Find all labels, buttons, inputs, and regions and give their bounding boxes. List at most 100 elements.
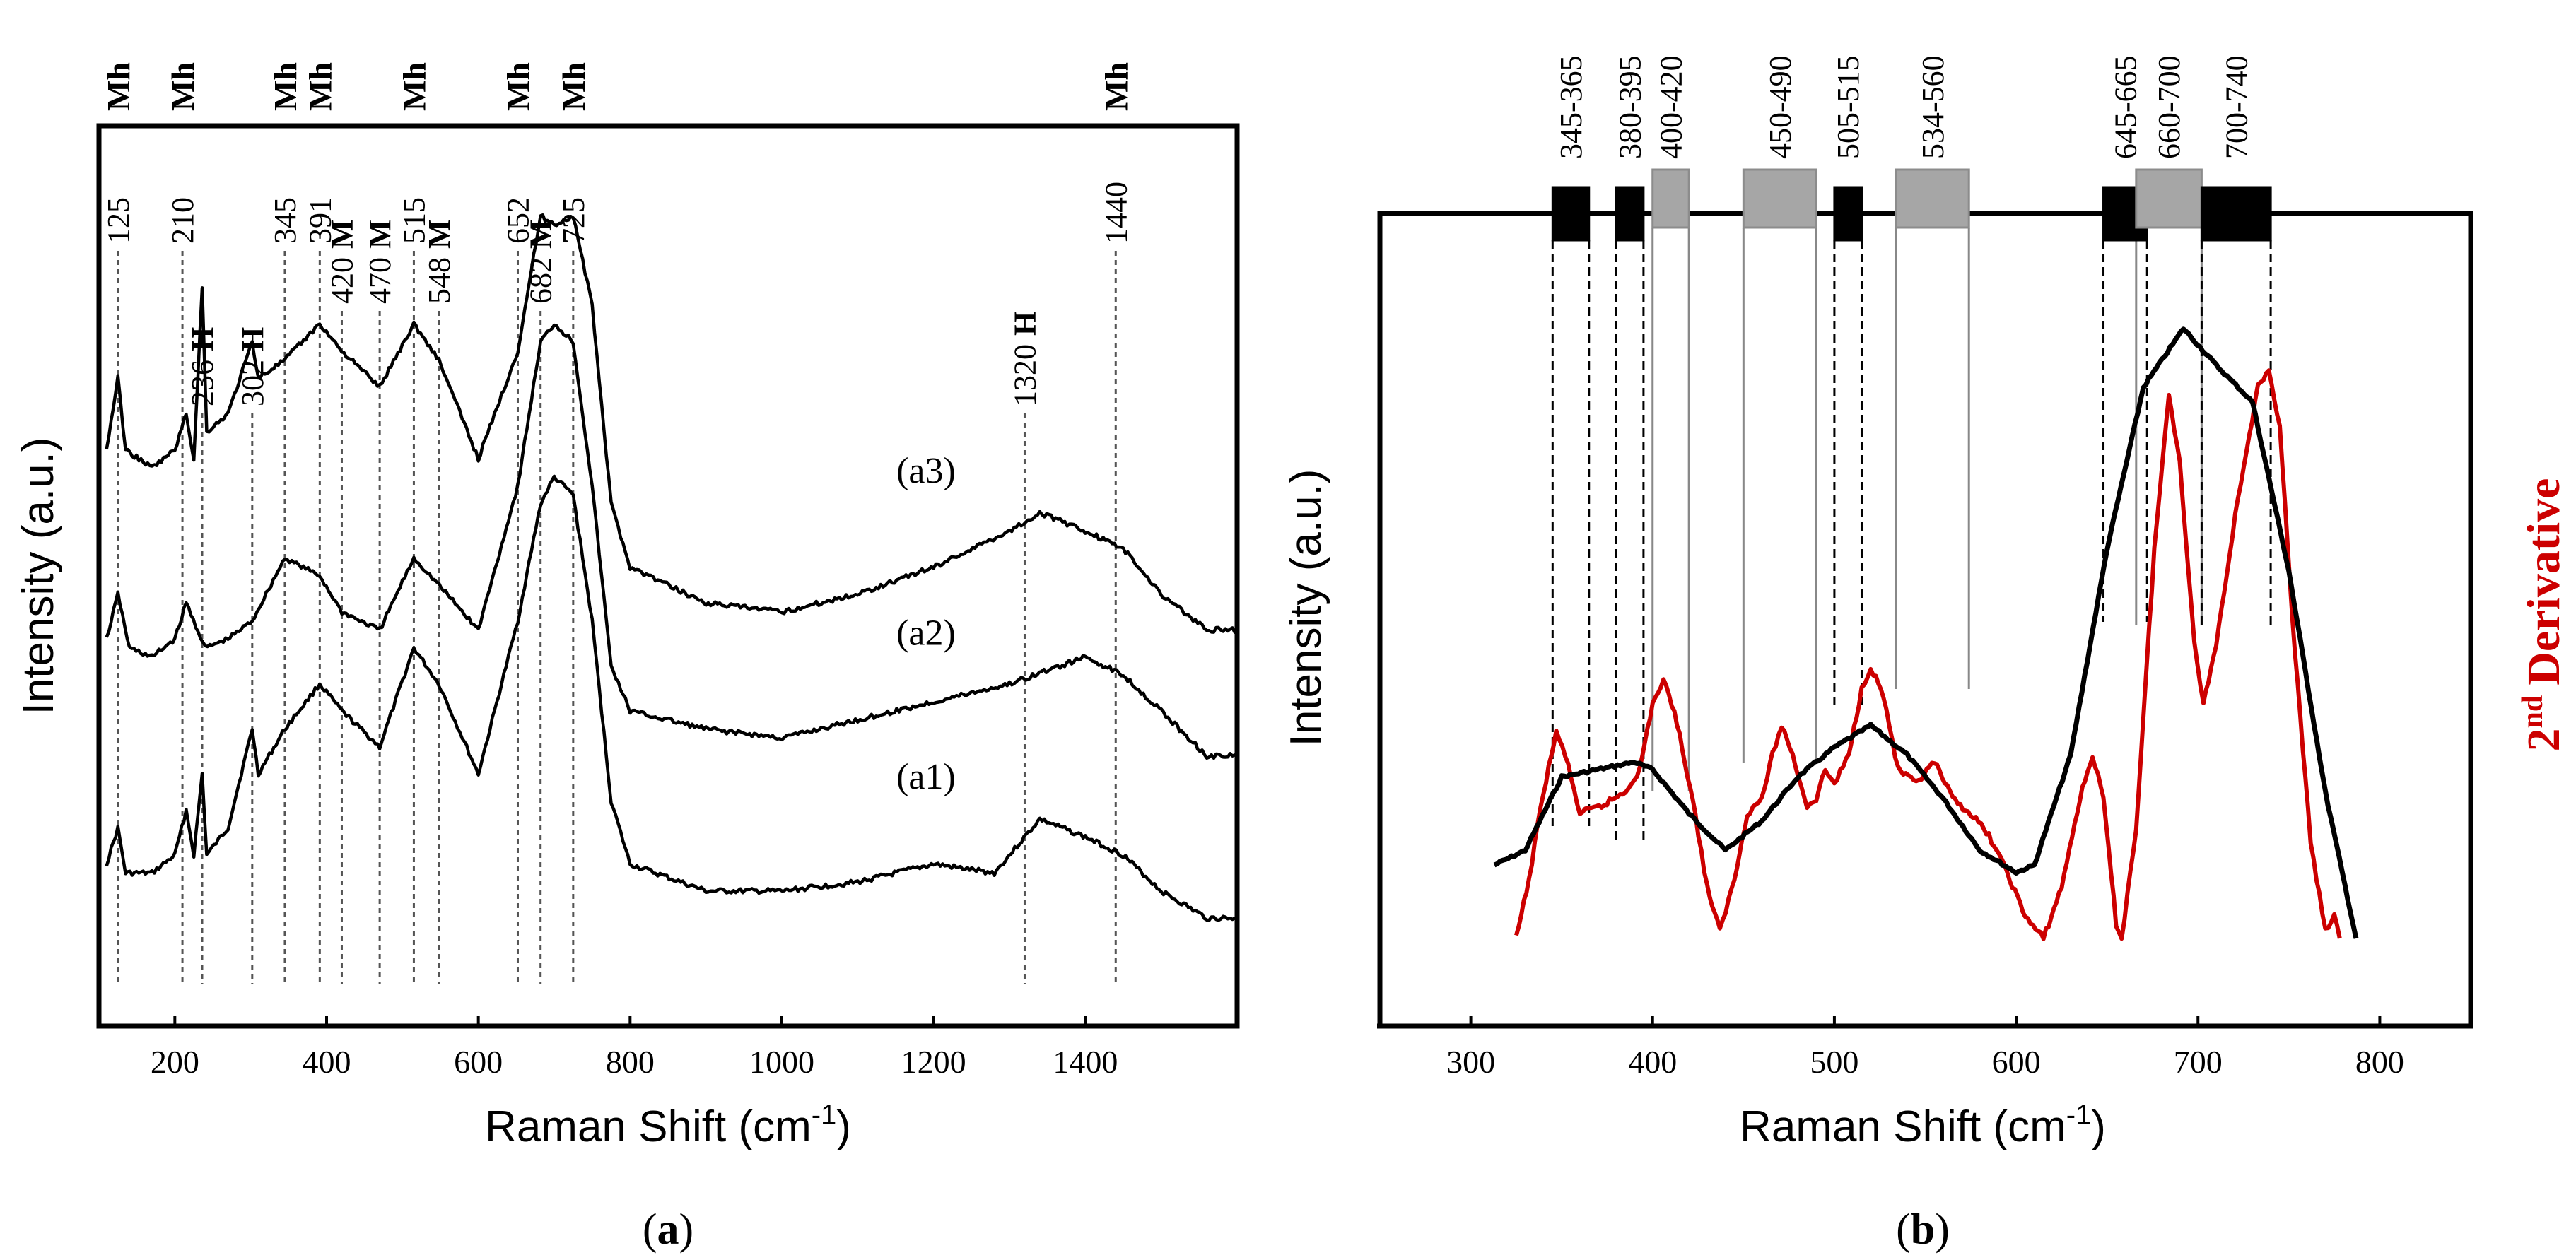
panel-a-top-marker-label: Mh [556,62,592,111]
panel-a-peak-label: 470 M [363,219,397,304]
panel-a-top-marker-label: Mh [302,62,338,111]
panel-a-x-tick-label: 1400 [1053,1044,1118,1080]
panel-b-band-labels: 345-365 380-395 400-420 450-490 505-515 534-5… [1554,55,2254,159]
panel-b-band-box [1833,186,1863,242]
panel-b-band-guide-lines [1551,228,2272,841]
panel-b-band-box [1895,168,1970,229]
panel-a-peak-phase: M [524,219,558,249]
panel-a-caption: (a) [643,1206,693,1254]
panel-b-x-axis: 300 400 500 600 700 800 [1446,1016,2404,1080]
panel-a-peak-value: 1320 [1007,344,1042,406]
panel-a-series-label: (a2) [896,613,956,653]
panel-a-peak-label: 515 [397,197,431,244]
panel-a-peak-value: 548 [422,257,457,304]
panel-b-x-axis-label: Raman Shift (cm-1) [1740,1100,2106,1151]
panel-a-peak-value: 420 [324,257,359,304]
panel-a-peak-label: 302 H [235,327,270,406]
panel-a-peak-value: 391 [303,197,337,244]
panel-a-peak-label: 210 [165,197,200,244]
panel-b-band-boxes [1551,168,2272,242]
panel-a-top-marker-label: Mh [396,62,432,111]
panel-a-x-label-sup: -1 [812,1100,837,1131]
panel-b-y2-main: Derivative [2518,478,2570,685]
panel-a-x-label-main: Raman Shift (cm [485,1102,812,1151]
panel-a-series-line [105,474,1238,922]
panel-b-x-tick-label: 300 [1446,1044,1495,1080]
panel-a-series-label: (a3) [896,451,956,491]
panel-b-caption: (b) [1896,1206,1950,1254]
panel-a-peak-value: 210 [165,197,200,244]
panel-a-peak-label: 1440 [1099,182,1133,244]
panel-b-derivative-line [1514,368,2342,941]
panel-a-peak-value: 515 [397,197,431,244]
panel-a-x-tick-label: 1200 [901,1044,966,1080]
panel-a-peak-value: 345 [268,197,303,244]
panel-a-series-line [105,323,1238,760]
panel-a-series-labels: (a1) (a2) (a3) [896,451,956,797]
panel-b-band-label: 660-700 [2152,55,2186,159]
panel-a-peak-label: 682 M [524,219,558,304]
panel-b-x-label-sup: -1 [2066,1100,2092,1131]
panel-a-x-tick-label: 800 [606,1044,655,1080]
panel-b-band-box [1742,168,1817,229]
panel-b-series [1493,326,2359,941]
panel-b-band-label: 645-665 [2108,55,2143,159]
panel-a-marker-lines [117,251,1117,984]
panel-a-series-label: (a1) [896,757,956,797]
panel-a-peak-value: 470 [363,257,397,304]
panel-a-peak-phase: M [324,219,359,249]
panel-a-peak-label: 725 [556,197,591,244]
panel-a-peak-phase: M [422,219,457,249]
panel-a-x-axis: 200 400 600 800 1000 1200 1400 [151,1016,1118,1080]
panel-a-peak-value: 1440 [1099,182,1133,244]
panel-b-x-tick-label: 500 [1810,1044,1858,1080]
panel-a-top-marker-label: Mh [165,62,201,111]
panel-a-top-marker-label: Mh [500,62,536,111]
panel-a-caption-letter: a [657,1206,679,1254]
panel-b-band-label: 345-365 [1554,55,1588,159]
panel-a-x-tick-label: 1000 [749,1044,814,1080]
panel-a-peak-label: 125 [101,197,136,244]
panel-a-top-marker-label: Mh [267,62,303,111]
panel-b-x-tick-label: 700 [2174,1044,2223,1080]
panel-b-x-tick-label: 600 [1992,1044,2041,1080]
panel-a-peak-value: 652 [500,197,535,244]
panel-a-x-label-close: ) [836,1102,851,1151]
panel-b-band-label: 380-395 [1613,55,1648,159]
panel-b-band-box [2200,186,2272,242]
panel-b-intensity-line [1493,326,2359,939]
panel-a-peak-value: 725 [556,197,591,244]
panel-b-y2-sup: nd [2517,695,2549,729]
panel-a-peak-label: 548 M [422,219,457,304]
panel-b-secondary-y-axis-label: 2nd Derivative [2517,478,2570,752]
panel-a-peak-phase: M [363,219,397,249]
panel-a-peak-value: 682 [524,257,558,304]
panel-b-band-label: 450-490 [1763,55,1798,159]
panel-b-band-label: 400-420 [1653,55,1688,159]
panel-b-band-box [1551,186,1591,242]
panel-a-plot-frame [96,123,1240,1029]
panel-b-band-box [1615,186,1645,242]
panel-a-x-axis-label: Raman Shift (cm-1) [485,1100,851,1151]
panel-b-x-label-close: ) [2091,1102,2106,1151]
panel-a-x-tick-label: 600 [454,1044,503,1080]
panel-a-peak-value: 236 [185,360,220,406]
panel-a-peak-phase: H [185,327,220,351]
panel-b-x-tick-label: 800 [2355,1044,2404,1080]
panel-a-peak-label: 1320 H [1007,312,1042,406]
panel-b-band-label: 534-560 [1916,55,1950,159]
panel-b: 345-365 380-395 400-420 450-490 505-515 534-5… [1282,55,2570,1254]
panel-b-band-box [1651,168,1690,229]
panel-a-series-line [105,213,1239,634]
panel-a-series [105,213,1239,922]
panel-a-peak-label: 236 H [185,327,220,406]
panel-a-peak-phase: H [1007,312,1042,336]
panel-a-peak-label: 420 M [324,219,359,304]
panel-a-x-tick-label: 200 [151,1044,199,1080]
panel-a-peak-value: 302 [235,360,270,406]
panel-a-peak-phase: H [235,327,270,351]
